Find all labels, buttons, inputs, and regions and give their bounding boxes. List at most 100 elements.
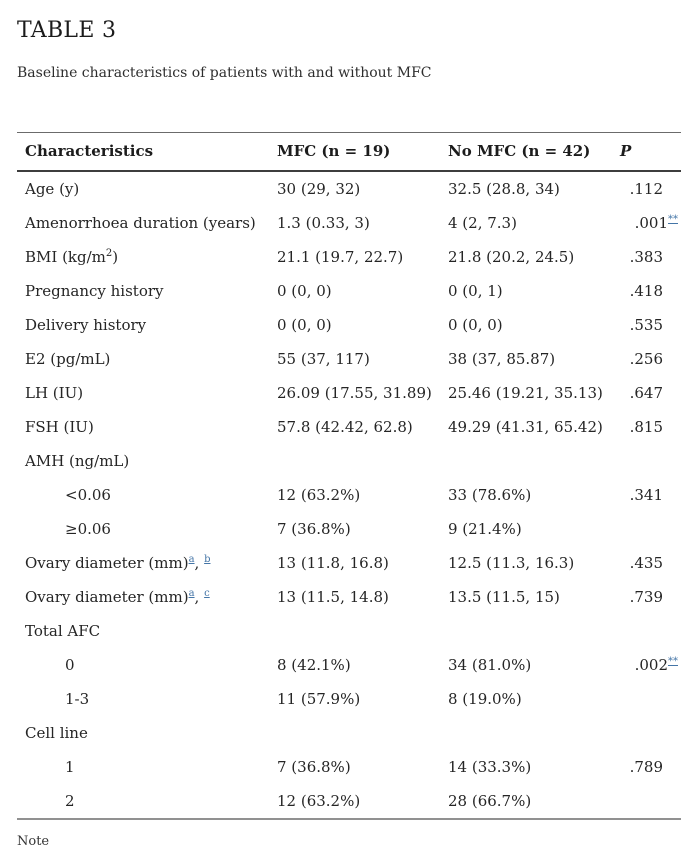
cell-no-mfc-value: 38 (37, 85.87) xyxy=(448,350,556,368)
cell-p-value xyxy=(620,512,681,546)
cell-p-value: .418 xyxy=(629,282,663,300)
cell-mfc-value: 12 (63.2%) xyxy=(277,792,361,810)
cell-no-mfc-value xyxy=(448,444,620,478)
superscript: a xyxy=(189,554,195,565)
cell-no-mfc-value: 0 (0, 0) xyxy=(448,316,503,334)
cell-characteristic: ≥0.06 xyxy=(65,520,111,538)
cell-characteristic: LH (IU) xyxy=(25,384,84,402)
cell-p-value: .435 xyxy=(629,554,663,572)
cell-mfc-value: 57.8 (42.42, 62.8) xyxy=(277,418,413,436)
col-header-no-mfc: No MFC (n = 42) xyxy=(448,132,620,172)
table-row: Pregnancy history 0 (0, 0) 0 (0, 1) .418 xyxy=(17,274,681,308)
cell-characteristic: 1 xyxy=(65,758,75,776)
table-row: E2 (pg/mL) 55 (37, 117) 38 (37, 85.87) .256 xyxy=(17,342,681,376)
cell-p-value: .535 xyxy=(629,316,663,334)
cell-mfc-value: 13 (11.5, 14.8) xyxy=(277,588,389,606)
table-row: 1-3 11 (57.9%) 8 (19.0%) xyxy=(17,682,681,716)
header-row: Characteristics MFC (n = 19) No MFC (n =… xyxy=(17,132,681,172)
footnote-link-a[interactable]: a xyxy=(188,588,195,599)
table-row: Cell line xyxy=(17,716,681,750)
footnote-link-double-asterisk[interactable]: ** xyxy=(668,656,678,667)
cell-no-mfc-value xyxy=(448,716,620,750)
col-header-p-value: P xyxy=(620,132,681,172)
cell-mfc-value xyxy=(277,614,448,648)
baseline-characteristics-table: Characteristics MFC (n = 19) No MFC (n =… xyxy=(17,132,681,820)
cell-mfc-value: 55 (37, 117) xyxy=(277,350,370,368)
cell-mfc-value: 8 (42.1%) xyxy=(277,656,351,674)
cell-characteristic: Ovary diameter (mm)a, c xyxy=(25,588,210,606)
cell-p-value xyxy=(620,614,681,648)
table-row: ≥0.06 7 (36.8%) 9 (21.4%) xyxy=(17,512,681,546)
cell-no-mfc-value: 49.29 (41.31, 65.42) xyxy=(448,418,603,436)
cell-characteristic: FSH (IU) xyxy=(25,418,94,436)
cell-no-mfc-value: 12.5 (11.3, 16.3) xyxy=(448,554,575,572)
superscript: b xyxy=(204,554,210,565)
superscript: ** xyxy=(668,214,678,225)
table-row: Delivery history 0 (0, 0) 0 (0, 0) .535 xyxy=(17,308,681,342)
table-title: TABLE 3 xyxy=(17,18,117,43)
cell-no-mfc-value: 28 (66.7%) xyxy=(448,792,532,810)
cell-mfc-value: 0 (0, 0) xyxy=(277,316,332,334)
cell-characteristic: E2 (pg/mL) xyxy=(25,350,111,368)
col-header-mfc: MFC (n = 19) xyxy=(277,132,448,172)
table-row: Total AFC xyxy=(17,614,681,648)
cell-mfc-value: 11 (57.9%) xyxy=(277,690,361,708)
superscript: c xyxy=(204,588,210,599)
cell-no-mfc-value: 0 (0, 1) xyxy=(448,282,503,300)
cell-mfc-value: 13 (11.8, 16.8) xyxy=(277,554,389,572)
cell-p-value: .647 xyxy=(629,384,663,402)
table-row: LH (IU) 26.09 (17.55, 31.89) 25.46 (19.21,… xyxy=(17,376,681,410)
cell-mfc-value: 21.1 (19.7, 22.7) xyxy=(277,248,404,266)
cell-p-value: .815 xyxy=(629,418,663,436)
superscript: a xyxy=(189,588,195,599)
cell-p-value xyxy=(620,444,681,478)
cell-p-value: .341 xyxy=(629,486,663,504)
cell-characteristic: Ovary diameter (mm)a, b xyxy=(25,554,211,572)
cell-characteristic: Pregnancy history xyxy=(25,282,164,300)
col-header-characteristics: Characteristics xyxy=(17,132,277,172)
table-row: 2 12 (63.2%) 28 (66.7%) xyxy=(17,784,681,819)
table-row: <0.06 12 (63.2%) 33 (78.6%) .341 xyxy=(17,478,681,512)
cell-characteristic: 2 xyxy=(65,792,75,810)
table-row: 0 8 (42.1%) 34 (81.0%) .002** xyxy=(17,648,681,682)
cell-no-mfc-value: 14 (33.3%) xyxy=(448,758,532,776)
cell-characteristic: 0 xyxy=(65,656,75,674)
cell-no-mfc-value: 21.8 (20.2, 24.5) xyxy=(448,248,575,266)
cell-no-mfc-value: 13.5 (11.5, 15) xyxy=(448,588,560,606)
table-row: Ovary diameter (mm)a, b 13 (11.8, 16.8) 12… xyxy=(17,546,681,580)
cell-characteristic: BMI (kg/m2) xyxy=(25,248,119,266)
footnote-link-a[interactable]: a xyxy=(188,554,195,565)
cell-no-mfc-value: 33 (78.6%) xyxy=(448,486,532,504)
cell-p-value xyxy=(620,716,681,750)
footnote-link-b[interactable]: b xyxy=(204,554,211,565)
superscript: 2 xyxy=(105,248,113,259)
cell-no-mfc-value: 9 (21.4%) xyxy=(448,520,522,538)
cell-mfc-value xyxy=(277,716,448,750)
footnote-link-double-asterisk[interactable]: ** xyxy=(668,214,678,225)
cell-no-mfc-value: 8 (19.0%) xyxy=(448,690,522,708)
cell-mfc-value: 1.3 (0.33, 3) xyxy=(277,214,370,232)
cell-characteristic: AMH (ng/mL) xyxy=(25,452,130,470)
cell-p-value xyxy=(620,682,681,716)
table-caption: Baseline characteristics of patients wit… xyxy=(17,65,432,81)
cell-mfc-value: 30 (29, 32) xyxy=(277,180,361,198)
footnote-link-c[interactable]: c xyxy=(204,588,210,599)
table-row: Ovary diameter (mm)a, c 13 (11.5, 14.8) 13… xyxy=(17,580,681,614)
table-body: Age (y) 30 (29, 32) 32.5 (28.8, 34) .112 Ame… xyxy=(17,171,681,819)
cell-no-mfc-value: 34 (81.0%) xyxy=(448,656,532,674)
cell-characteristic: Cell line xyxy=(25,724,88,742)
cell-mfc-value xyxy=(277,444,448,478)
cell-characteristic: Age (y) xyxy=(25,180,80,198)
cell-characteristic: Delivery history xyxy=(25,316,147,334)
cell-p-value: .789 xyxy=(629,758,663,776)
cell-mfc-value: 26.09 (17.55, 31.89) xyxy=(277,384,432,402)
cell-p-value xyxy=(620,784,681,819)
cell-no-mfc-value: 25.46 (19.21, 35.13) xyxy=(448,384,603,402)
note-label: Note xyxy=(17,834,50,849)
table-row: BMI (kg/m2) 21.1 (19.7, 22.7) 21.8 (20.2, … xyxy=(17,240,681,274)
cell-characteristic: Total AFC xyxy=(25,622,101,640)
cell-no-mfc-value: 4 (2, 7.3) xyxy=(448,214,517,232)
table-row: AMH (ng/mL) xyxy=(17,444,681,478)
table-row: 1 7 (36.8%) 14 (33.3%) .789 xyxy=(17,750,681,784)
